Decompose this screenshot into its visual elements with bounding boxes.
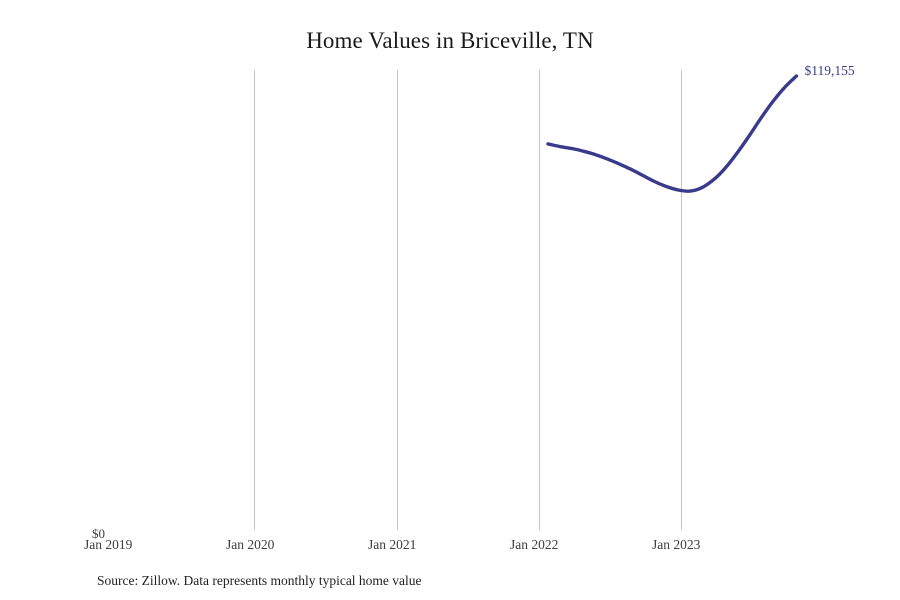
x-axis-tick-jan-2021: Jan 2021 [368,537,417,552]
x-axis-tick-jan-2019: Jan 2019 [84,537,133,552]
x-axis-tick-jan-2023: Jan 2023 [652,537,701,552]
source-note: Source: Zillow. Data represents monthly … [97,573,422,588]
gridlines [253,70,683,530]
y-axis-zero-label: $0 [92,526,105,541]
end-value-data-label: $119,155 [804,63,855,78]
page-title: Home Values in Briceville, TN [306,28,594,53]
x-axis-tick-jan-2020: Jan 2020 [226,537,275,552]
x-axis-tick-jan-2022: Jan 2022 [510,537,559,552]
data-line-typical-home-value [546,74,799,193]
